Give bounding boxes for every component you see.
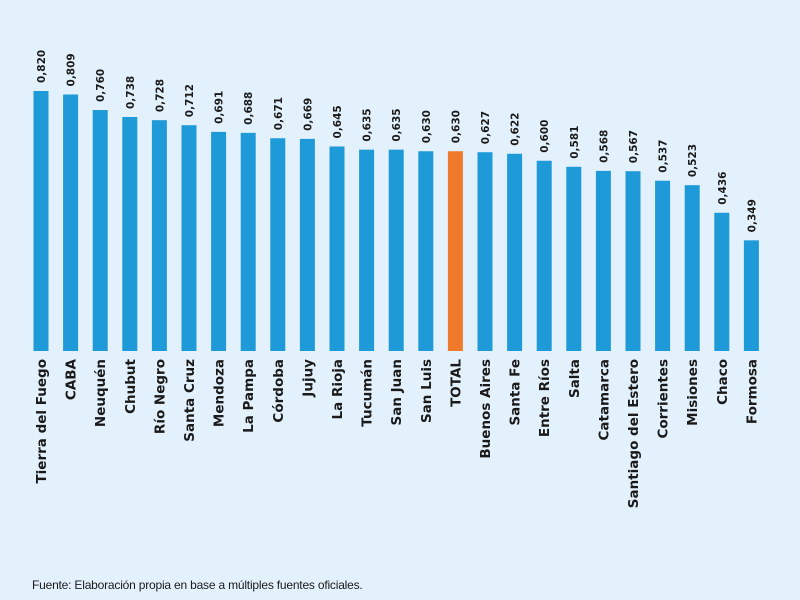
value-label-4: 0,728 [154,79,166,112]
category-label-14: TOTAL [448,359,464,407]
bar-3 [122,117,138,351]
value-label-3: 0,738 [125,76,137,109]
value-label-17: 0,600 [539,120,551,153]
bar-24 [743,240,759,351]
bar-19 [595,170,611,351]
value-label-20: 0,567 [628,130,640,163]
value-label-2: 0,760 [95,69,107,102]
category-label-11: Tucumán [360,359,376,427]
category-label-3: Chubut [123,358,139,413]
category-label-12: San Juan [389,359,405,426]
category-label-18: Salta [567,359,583,398]
value-label-5: 0,712 [184,84,196,117]
category-label-15: Buenos Aires [478,359,494,459]
bar-1 [63,94,79,352]
bar-11 [359,149,375,351]
category-label-22: Misiones [685,359,701,426]
category-label-6: Mendoza [212,359,228,427]
category-label-1: CABA [64,358,80,400]
category-label-10: La Rioja [330,359,346,419]
bar-12 [388,149,404,351]
value-label-8: 0,671 [273,97,285,130]
value-label-0: 0,820 [36,50,48,83]
bar-13 [418,151,434,351]
bar-4 [151,120,167,351]
category-label-13: San Luis [419,359,435,423]
bar-10 [329,146,345,351]
value-label-24: 0,349 [746,199,758,232]
bar-17 [536,160,552,351]
value-label-19: 0,568 [598,130,610,163]
category-label-24: Formosa [744,359,760,424]
bar-8 [270,138,286,351]
value-label-1: 0,809 [66,53,78,86]
value-label-11: 0,635 [362,108,374,141]
value-label-23: 0,436 [717,172,729,205]
value-label-12: 0,635 [391,108,403,141]
bar-6 [211,131,227,351]
category-label-7: La Pampa [241,359,257,433]
value-labels-group: 0,820 0,809 0,760 0,738 0,728 0,712 0,691 0,688… [36,50,758,233]
bar-20 [625,171,641,351]
category-label-8: Córdoba [271,359,287,423]
value-label-18: 0,581 [569,126,581,159]
bar-14 [447,151,463,351]
value-label-22: 0,523 [687,144,699,177]
bar-18 [566,166,582,351]
category-label-17: Entre Ríos [537,359,553,437]
bar-2 [92,110,108,352]
category-label-16: Santa Fe [508,359,524,426]
value-label-14: 0,630 [450,110,462,143]
category-label-0: Tierra del Fuego [34,359,50,484]
category-label-21: Corrientes [656,359,672,439]
source-note: Fuente: Elaboración propia en base a múl… [32,578,363,592]
value-label-10: 0,645 [332,105,344,138]
value-label-21: 0,537 [658,140,670,173]
category-label-5: Santa Cruz [182,359,198,442]
bar-7 [240,132,256,351]
value-label-13: 0,630 [421,110,433,143]
bar-0 [33,91,49,351]
bar-21 [655,180,671,351]
bar-16 [507,153,523,351]
bar-5 [181,125,197,352]
bar-23 [714,212,730,351]
category-label-19: Catamarca [596,359,612,441]
value-label-16: 0,622 [510,113,522,146]
category-labels-group: Tierra del Fuego CABA Neuquén Chubut Río Neg… [34,358,760,508]
category-label-2: Neuquén [93,359,109,427]
value-label-7: 0,688 [243,92,255,125]
bar-22 [684,185,700,351]
bar-15 [477,152,493,351]
category-label-9: Jujuy [300,359,316,398]
category-label-4: Río Negro [152,359,168,434]
bar-9 [299,138,315,351]
value-label-6: 0,691 [214,91,226,124]
bars-group [33,91,759,352]
category-label-20: Santiago del Estero [626,359,642,508]
category-label-23: Chaco [715,359,731,405]
value-label-15: 0,627 [480,111,492,144]
value-label-9: 0,669 [302,98,314,131]
